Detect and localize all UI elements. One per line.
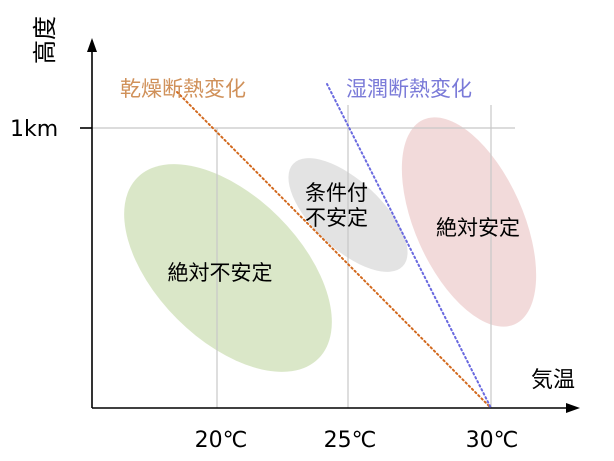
dry-adiabat-label: 乾燥断熱変化 xyxy=(120,77,246,101)
y-tick-label-1km: 1km xyxy=(10,117,58,142)
absolutely-stable-region xyxy=(401,117,537,327)
x-axis-arrow-icon xyxy=(566,403,580,413)
wet-adiabat-label: 湿潤断熱変化 xyxy=(346,77,472,101)
dry-adiabat-line xyxy=(176,91,492,409)
y-axis-arrow-icon xyxy=(87,38,97,52)
x-axis-label: 気温 xyxy=(531,368,575,393)
conditional-label-line1: 条件付 xyxy=(305,181,368,205)
x-tick-label-25c: 25℃ xyxy=(324,428,377,453)
absolutely-stable-label: 絶対安定 xyxy=(436,216,520,240)
x-tick-label-30c: 30℃ xyxy=(466,428,519,453)
grid xyxy=(92,105,515,408)
absolutely-unstable-region xyxy=(124,164,332,372)
axes xyxy=(80,38,580,413)
conditional-label-line2: 不安定 xyxy=(305,206,368,230)
x-tick-label-20c: 20℃ xyxy=(195,428,248,453)
absolutely-unstable-label: 絶対不安定 xyxy=(168,261,273,285)
regions xyxy=(124,117,537,372)
wet-adiabat-line xyxy=(326,83,492,409)
y-axis-label: 高度 xyxy=(31,16,59,64)
